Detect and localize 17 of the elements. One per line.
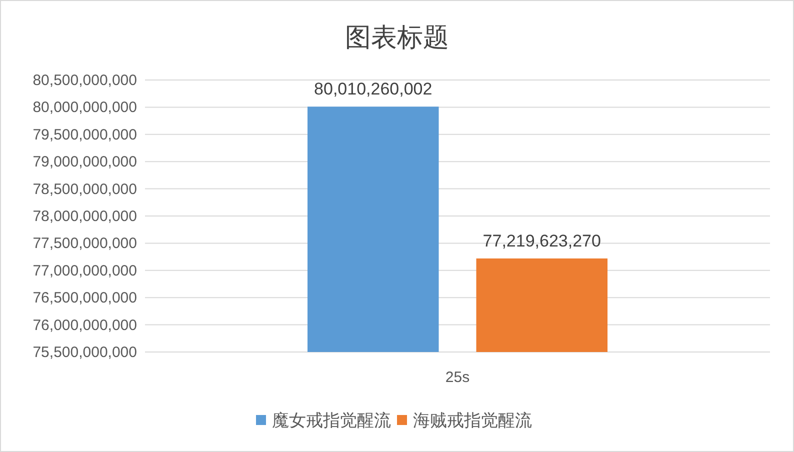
y-tick-label: 77,000,000,000 [32, 262, 137, 280]
y-tick-label: 76,500,000,000 [32, 290, 137, 307]
y-tick-label: 80,500,000,000 [32, 72, 137, 89]
legend-label: 魔女戒指觉醒流 [272, 411, 391, 430]
data-label: 77,219,623,270 [482, 231, 601, 250]
y-tick-label: 77,500,000,000 [32, 235, 137, 252]
y-tick-label: 79,500,000,000 [32, 126, 137, 144]
y-tick-label: 80,000,000,000 [32, 99, 137, 116]
y-tick-label: 76,000,000,000 [32, 316, 137, 334]
y-tick-label: 78,500,000,000 [32, 180, 137, 198]
x-tick-label: 25s [445, 369, 470, 386]
data-label: 80,010,260,002 [314, 80, 432, 99]
y-tick-label: 79,000,000,000 [32, 154, 137, 171]
chart-title: 图表标题 [345, 23, 449, 52]
legend-label: 海贼戒指觉醒流 [413, 411, 532, 430]
y-tick-label: 78,000,000,000 [32, 208, 137, 225]
y-tick-label: 75,500,000,000 [32, 344, 137, 361]
